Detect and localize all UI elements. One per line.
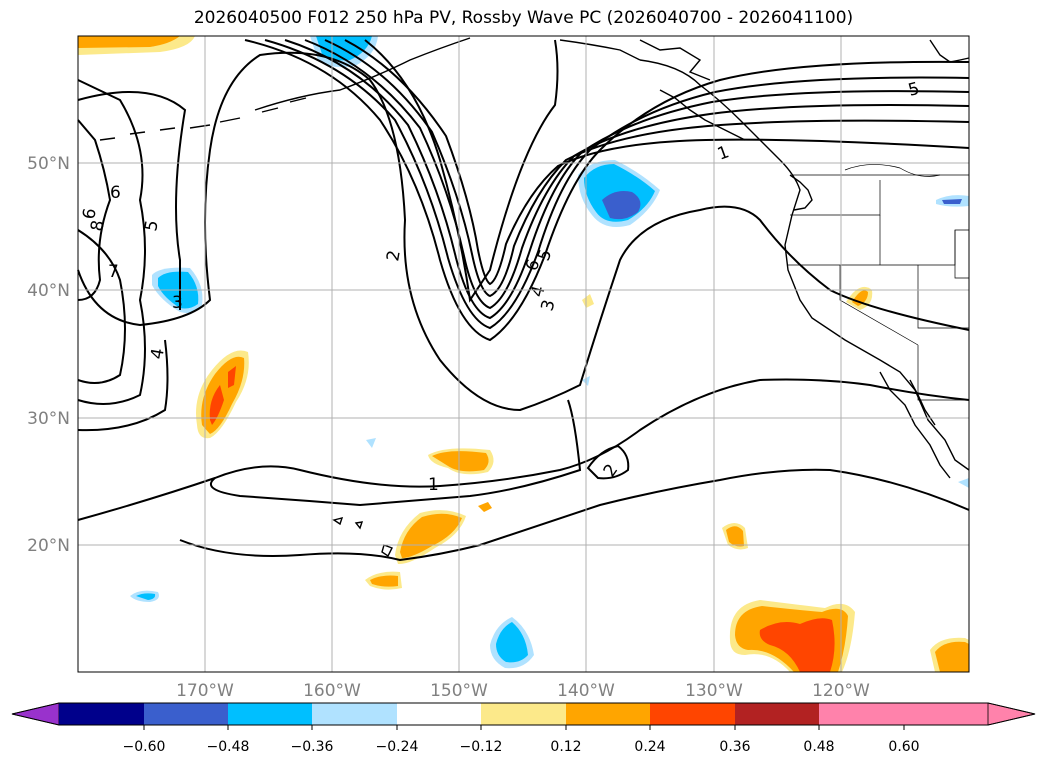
- lat-label-30n: 30°N: [27, 409, 70, 429]
- negative-anomaly-patches: [130, 36, 969, 669]
- colorbar-ticks: [143, 725, 905, 730]
- lon-label-150w: 150°W: [430, 681, 488, 701]
- graticule: [78, 36, 969, 672]
- colorbar-segment: [904, 703, 989, 725]
- colorbar-segment: [481, 703, 566, 725]
- colorbar-extend-max: [987, 702, 1036, 726]
- colorbar-segment: [650, 703, 735, 725]
- colorbar-segment: [735, 703, 820, 725]
- colorbar-tick-label: 0.48: [803, 739, 834, 755]
- latitude-labels: 50°N 40°N 30°N 20°N: [27, 154, 70, 556]
- contour-label: 6: [110, 183, 121, 203]
- colorbar-tick-label: −0.60: [123, 739, 166, 755]
- colorbar-segment: [59, 703, 144, 725]
- contour-label: 3: [172, 293, 183, 313]
- lon-label-170w: 170°W: [176, 681, 234, 701]
- colorbar-tick-label: −0.48: [207, 739, 250, 755]
- colorbar-segment: [228, 703, 313, 725]
- lon-label-160w: 160°W: [303, 681, 361, 701]
- colorbar-tick-label: 0.24: [634, 739, 665, 755]
- contour-label: 7: [108, 262, 119, 282]
- colorbar-segment: [312, 703, 397, 725]
- lat-label-20n: 20°N: [27, 536, 70, 556]
- contour-label: 4: [528, 284, 550, 300]
- lon-label-120w: 120°W: [812, 681, 870, 701]
- contour-label: 5: [141, 219, 163, 233]
- contour-label: 5: [906, 79, 922, 101]
- colorbar-tick-label: 0.60: [888, 739, 919, 755]
- contour-label: 1: [428, 475, 439, 495]
- lon-label-130w: 130°W: [685, 681, 743, 701]
- colorbar-segment: [144, 703, 229, 725]
- map-background: [78, 36, 969, 672]
- colorbar-segment: [819, 703, 904, 725]
- colorbar-outline: [11, 702, 1036, 726]
- map-title: 2026040500 F012 250 hPa PV, Rossby Wave …: [193, 8, 854, 28]
- colorbar-tick-label: 0.12: [550, 739, 581, 755]
- map-frame: [77, 35, 970, 673]
- colorbar-tick-label: −0.24: [376, 739, 419, 755]
- state-borders: [788, 164, 969, 401]
- positive-anomaly-patches: [78, 36, 969, 672]
- lat-label-50n: 50°N: [27, 154, 70, 174]
- coastlines: [99, 37, 970, 558]
- lon-label-140w: 140°W: [557, 681, 615, 701]
- colorbar-tick-label: 0.36: [719, 739, 750, 755]
- longitude-labels: 170°W 160°W 150°W 140°W 130°W 120°W: [176, 681, 870, 701]
- colorbar-segment: [566, 703, 651, 725]
- lat-label-40n: 40°N: [27, 281, 70, 301]
- colorbar-tick-label: −0.36: [291, 739, 334, 755]
- contour-label: 6: [79, 207, 101, 221]
- contour-label: 2: [383, 249, 405, 263]
- contour-label: 4: [147, 347, 169, 361]
- contour-label: 8: [87, 219, 109, 233]
- colorbar-segment: [397, 703, 482, 725]
- colorbar-extend-min: [11, 702, 60, 726]
- colorbar-tick-label: −0.12: [460, 739, 503, 755]
- colorbar: −0.60 −0.48 −0.36 −0.24 −0.12 0.12 0.24 …: [11, 702, 1036, 755]
- contour-label: 3: [538, 298, 560, 314]
